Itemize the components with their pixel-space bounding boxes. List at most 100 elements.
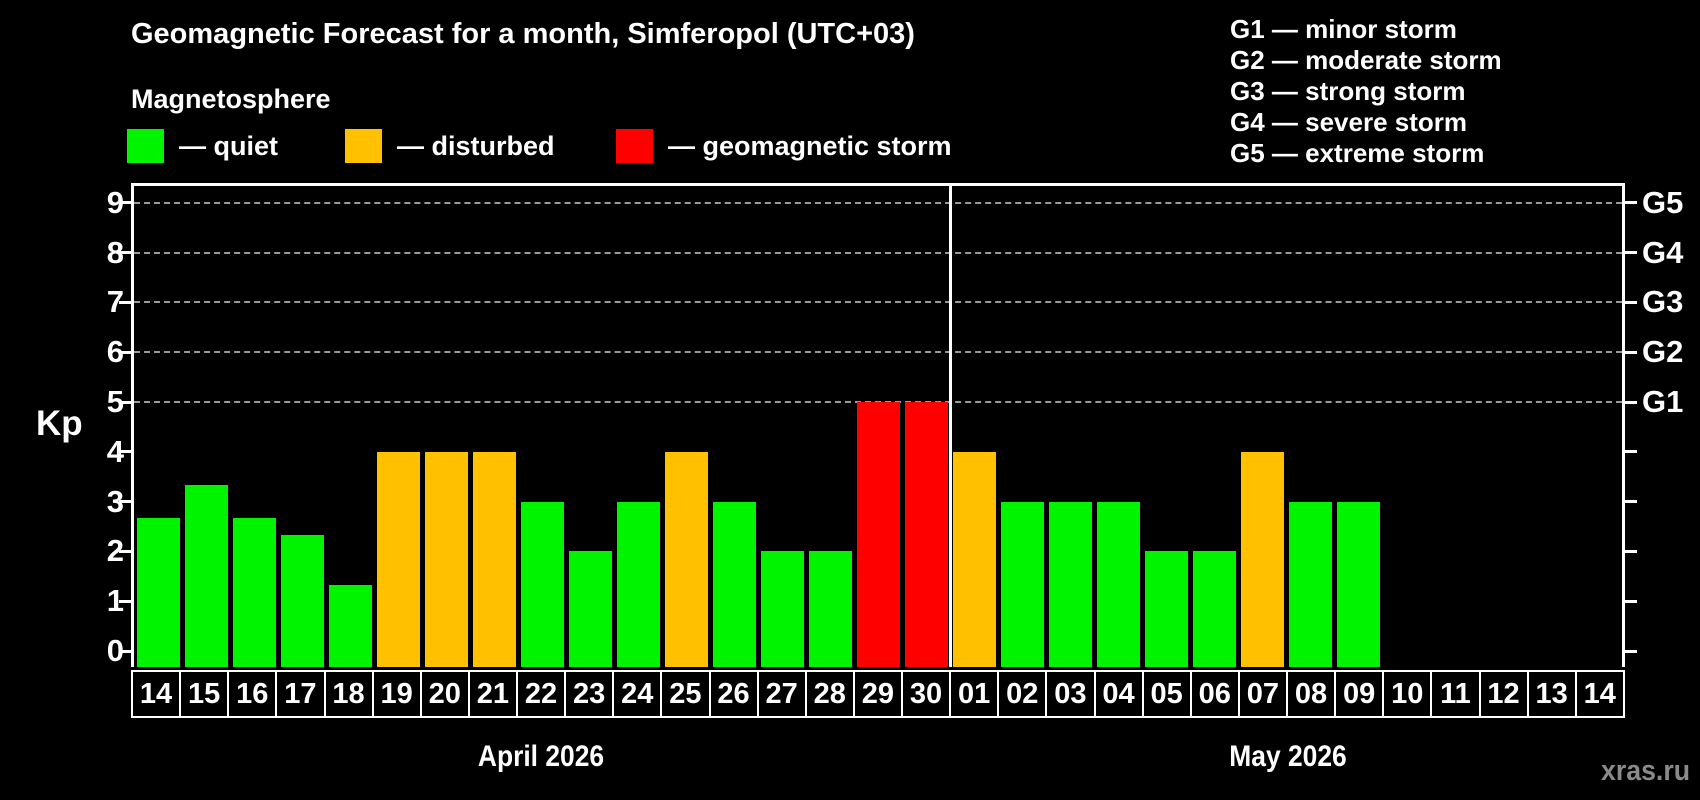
gridline-kp7 bbox=[134, 301, 1622, 304]
kp-bar bbox=[1288, 501, 1332, 667]
kp-bar bbox=[232, 518, 276, 667]
legend-label-quiet: — quiet bbox=[179, 130, 278, 161]
kp-bar bbox=[904, 402, 948, 667]
gridline-kp6 bbox=[134, 351, 1622, 354]
y-tick-label-2: 2 bbox=[106, 533, 124, 569]
y-tick-label-3: 3 bbox=[106, 483, 124, 519]
day-label-cell: 18 bbox=[323, 670, 374, 718]
kp-bar bbox=[1336, 501, 1380, 667]
day-label-cell: 13 bbox=[1526, 670, 1577, 718]
y-tick-label-6: 6 bbox=[106, 334, 124, 370]
y-tick-mark bbox=[119, 599, 131, 603]
y-tick-mark bbox=[119, 500, 131, 504]
y-tick-label-8: 8 bbox=[106, 234, 124, 270]
kp-bar bbox=[424, 451, 468, 667]
g4-legend-line: G4 — severe storm bbox=[1230, 107, 1468, 137]
day-label-cell: 11 bbox=[1430, 670, 1481, 718]
day-label-cell: 08 bbox=[1286, 670, 1337, 718]
y-tick-mark bbox=[119, 450, 131, 454]
kp-bar bbox=[1144, 551, 1188, 667]
g5-legend-line: G5 — extreme storm bbox=[1230, 138, 1485, 168]
kp-bar bbox=[952, 451, 996, 667]
plot-area bbox=[131, 183, 1625, 667]
y-tick-mark bbox=[119, 350, 131, 354]
day-label-cell: 07 bbox=[1237, 670, 1288, 718]
right-tick-mark bbox=[1625, 251, 1637, 255]
day-label-cell: 17 bbox=[275, 670, 326, 718]
kp-bar bbox=[184, 485, 228, 667]
right-tick-mark bbox=[1625, 300, 1637, 304]
day-label-cell: 05 bbox=[1141, 670, 1192, 718]
day-label-cell: 24 bbox=[612, 670, 663, 718]
month-divider bbox=[948, 186, 952, 667]
y-tick-label-0: 0 bbox=[106, 633, 124, 668]
disturbed-color-swatch bbox=[345, 129, 382, 163]
day-label-cell: 28 bbox=[804, 670, 855, 718]
kp-bar bbox=[136, 518, 180, 667]
y-tick-mark bbox=[119, 300, 131, 304]
kp-bar bbox=[328, 584, 372, 667]
gridline-kp9 bbox=[134, 201, 1622, 204]
right-axis-label-g1: G1 bbox=[1642, 384, 1684, 419]
month-label-1: May 2026 bbox=[1228, 740, 1347, 773]
day-label-cell: 10 bbox=[1382, 670, 1433, 718]
day-label-cell: 01 bbox=[949, 670, 1000, 718]
y-tick-mark bbox=[119, 649, 131, 653]
day-label-cell: 27 bbox=[756, 670, 807, 718]
kp-bar bbox=[568, 551, 612, 667]
day-label-cell: 30 bbox=[901, 670, 952, 718]
day-label-cell: 06 bbox=[1189, 670, 1240, 718]
y-tick-label-5: 5 bbox=[106, 384, 124, 419]
day-label-cell: 14 bbox=[1574, 670, 1625, 718]
right-tick-mark bbox=[1625, 350, 1637, 354]
right-tick-mark bbox=[1625, 599, 1637, 603]
kp-bar bbox=[280, 534, 324, 667]
kp-bar bbox=[664, 451, 708, 667]
magnetosphere-subtitle: Magnetosphere bbox=[131, 84, 331, 114]
day-label-row: 14 15 16 17 18 19 20 21 22 23 24 25 26 27 28 29 30 01 02 03… bbox=[131, 670, 1625, 718]
kp-bar bbox=[760, 551, 804, 667]
right-tick-mark bbox=[1625, 549, 1637, 553]
day-label-cell: 25 bbox=[660, 670, 711, 718]
legend-item-quiet: — quiet bbox=[127, 128, 278, 164]
y-tick-label-9: 9 bbox=[106, 184, 124, 220]
legend-item-storm: — geomagnetic storm bbox=[616, 128, 952, 164]
day-label-cell: 23 bbox=[564, 670, 615, 718]
day-label-cell: 22 bbox=[516, 670, 567, 718]
day-label-cell: 03 bbox=[1045, 670, 1096, 718]
kp-bar bbox=[376, 451, 420, 667]
day-label-cell: 14 bbox=[131, 670, 182, 718]
day-label-cell: 29 bbox=[852, 670, 903, 718]
right-tick-mark bbox=[1625, 400, 1637, 404]
right-tick-mark bbox=[1625, 201, 1637, 205]
month-label-0: April 2026 bbox=[477, 740, 604, 773]
g-scale-legend: G1 — minor storm G2 — moderate storm G3 … bbox=[1230, 14, 1502, 169]
y-tick-label-7: 7 bbox=[106, 284, 124, 320]
day-label-cell: 20 bbox=[419, 670, 470, 718]
right-axis-label-g5: G5 bbox=[1642, 184, 1684, 220]
day-label-cell: 19 bbox=[371, 670, 422, 718]
kp-bar bbox=[1096, 501, 1140, 667]
right-axis-label-g4: G4 bbox=[1642, 234, 1684, 270]
y-tick-mark bbox=[119, 201, 131, 205]
y-tick-label-1: 1 bbox=[106, 583, 124, 619]
day-label-cell: 04 bbox=[1093, 670, 1144, 718]
quiet-color-swatch bbox=[127, 129, 164, 163]
y-tick-mark bbox=[119, 400, 131, 404]
y-tick-mark bbox=[119, 251, 131, 255]
y-tick-label-4: 4 bbox=[106, 433, 124, 469]
kp-axis-title: Kp bbox=[36, 404, 83, 443]
chart-title: Geomagnetic Forecast for a month, Simfer… bbox=[131, 18, 915, 50]
right-tick-mark bbox=[1625, 500, 1637, 504]
day-label-cell: 02 bbox=[997, 670, 1048, 718]
kp-bar bbox=[856, 402, 900, 667]
right-axis-label-g3: G3 bbox=[1642, 284, 1684, 320]
kp-bar bbox=[712, 501, 756, 667]
day-label-cell: 26 bbox=[708, 670, 759, 718]
kp-bar bbox=[616, 501, 660, 667]
legend-label-storm: — geomagnetic storm bbox=[668, 130, 952, 161]
right-axis-label-g2: G2 bbox=[1642, 334, 1684, 370]
kp-bar bbox=[472, 451, 516, 667]
watermark: xras.ru bbox=[1601, 755, 1690, 787]
